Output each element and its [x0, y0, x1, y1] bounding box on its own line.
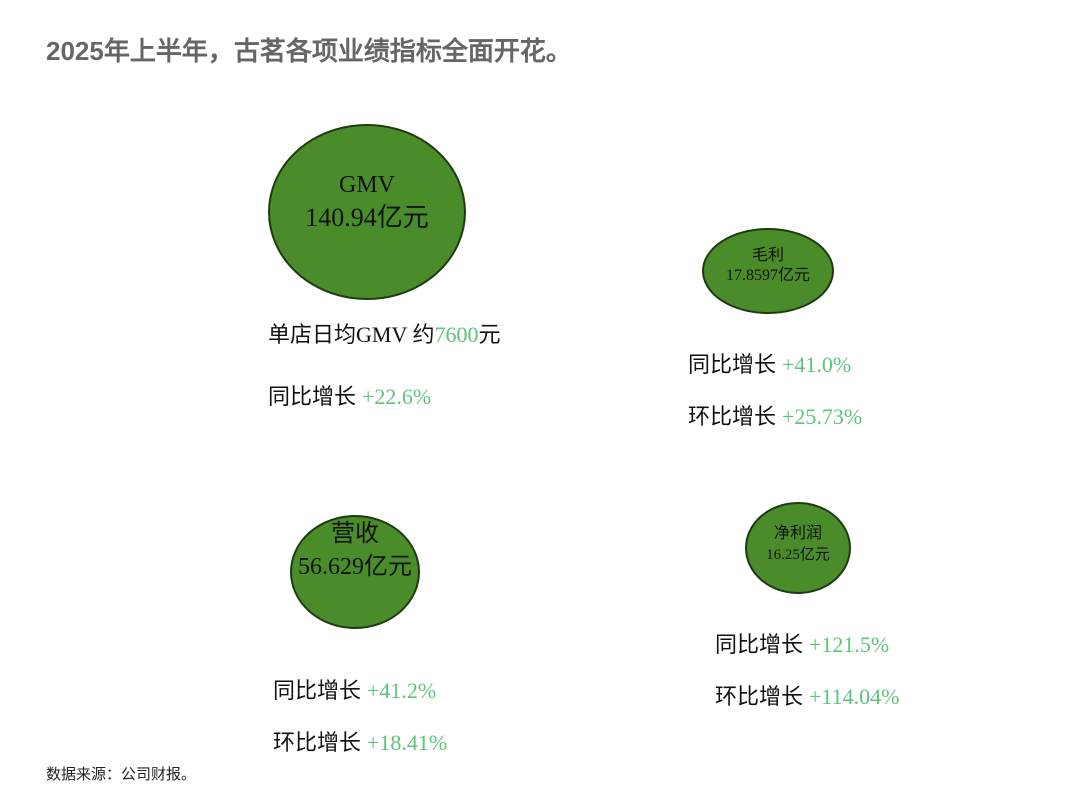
note-value: +41.2%	[367, 678, 436, 703]
note-label: 环比增长	[688, 404, 776, 429]
metric-amount: 16.25亿元	[766, 546, 830, 563]
bubble	[702, 228, 834, 314]
note-label: 同比增长	[688, 352, 776, 377]
title: 2025年上半年，古茗各项业绩指标全面开花。	[46, 36, 572, 66]
note-label: 同比增长	[715, 632, 803, 657]
note: 同比增长 +41.0%	[688, 352, 851, 377]
note-label: 单店日均GMV 约	[268, 322, 434, 347]
metric-name: 营收	[331, 520, 379, 547]
metric-name: GMV	[339, 172, 396, 198]
note: 单店日均GMV 约7600元	[268, 322, 500, 347]
note: 环比增长 +25.73%	[688, 404, 862, 429]
note-label: 同比增长	[268, 384, 356, 409]
metric-amount: 56.629亿元	[298, 553, 412, 580]
note: 环比增长 +18.41%	[273, 730, 447, 755]
source: 数据来源：公司财报。	[46, 766, 196, 783]
note-label: 环比增长	[273, 730, 361, 755]
note-value: +25.73%	[782, 404, 862, 429]
note: 同比增长 +22.6%	[268, 384, 431, 409]
metric-amount: 140.94亿元	[305, 203, 429, 232]
note-value: +114.04%	[809, 684, 899, 709]
note-suffix: 元	[478, 322, 500, 347]
note-label: 同比增长	[273, 678, 361, 703]
bubble	[745, 502, 851, 594]
note-value: +18.41%	[367, 730, 447, 755]
note: 同比增长 +121.5%	[715, 632, 889, 657]
note: 环比增长 +114.04%	[715, 684, 899, 709]
note-label: 环比增长	[715, 684, 803, 709]
bubble	[268, 124, 466, 300]
note-value: +41.0%	[782, 352, 851, 377]
metric-name: 毛利	[752, 246, 784, 264]
note: 同比增长 +41.2%	[273, 678, 436, 703]
note-value: +22.6%	[362, 384, 431, 409]
note-value: 7600	[434, 322, 478, 347]
note-value: +121.5%	[809, 632, 889, 657]
metric-name: 净利润	[774, 524, 822, 542]
bubble	[290, 515, 420, 629]
metric-amount: 17.8597亿元	[726, 266, 810, 284]
